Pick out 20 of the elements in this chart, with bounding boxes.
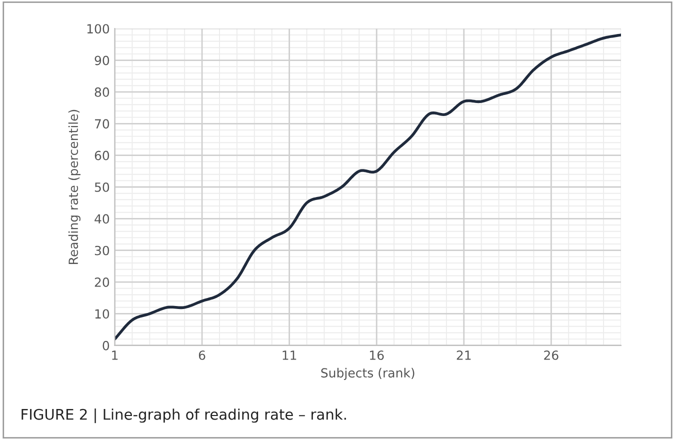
y-tick-label: 0 (102, 340, 110, 350)
x-axis-title: Subjects (rank) (321, 368, 414, 380)
y-tick-label: 30 (94, 246, 110, 256)
x-tick-label: 6 (198, 350, 206, 360)
x-tick-label: 21 (456, 350, 471, 360)
y-tick-label: 40 (94, 214, 110, 224)
x-tick-label: 1 (112, 350, 118, 360)
x-tick-label: 11 (282, 350, 296, 360)
y-axis-title: Reading rate (percentile) (68, 110, 80, 264)
y-tick-label: 100 (87, 24, 110, 34)
y-tick-label: 60 (94, 150, 110, 160)
y-tick-label: 50 (94, 182, 110, 192)
caption: FIGURE 2 | Line-graph of reading rate – rank. (22, 408, 346, 424)
y-tick-label: 70 (95, 119, 110, 129)
x-tick-label: 26 (544, 350, 558, 360)
y-tick-label: 80 (94, 87, 110, 97)
y-tick-label: 10 (95, 309, 110, 319)
y-tick-label: 90 (94, 56, 110, 66)
y-tick-label: 20 (94, 278, 110, 287)
x-tick-label: 16 (370, 350, 384, 360)
